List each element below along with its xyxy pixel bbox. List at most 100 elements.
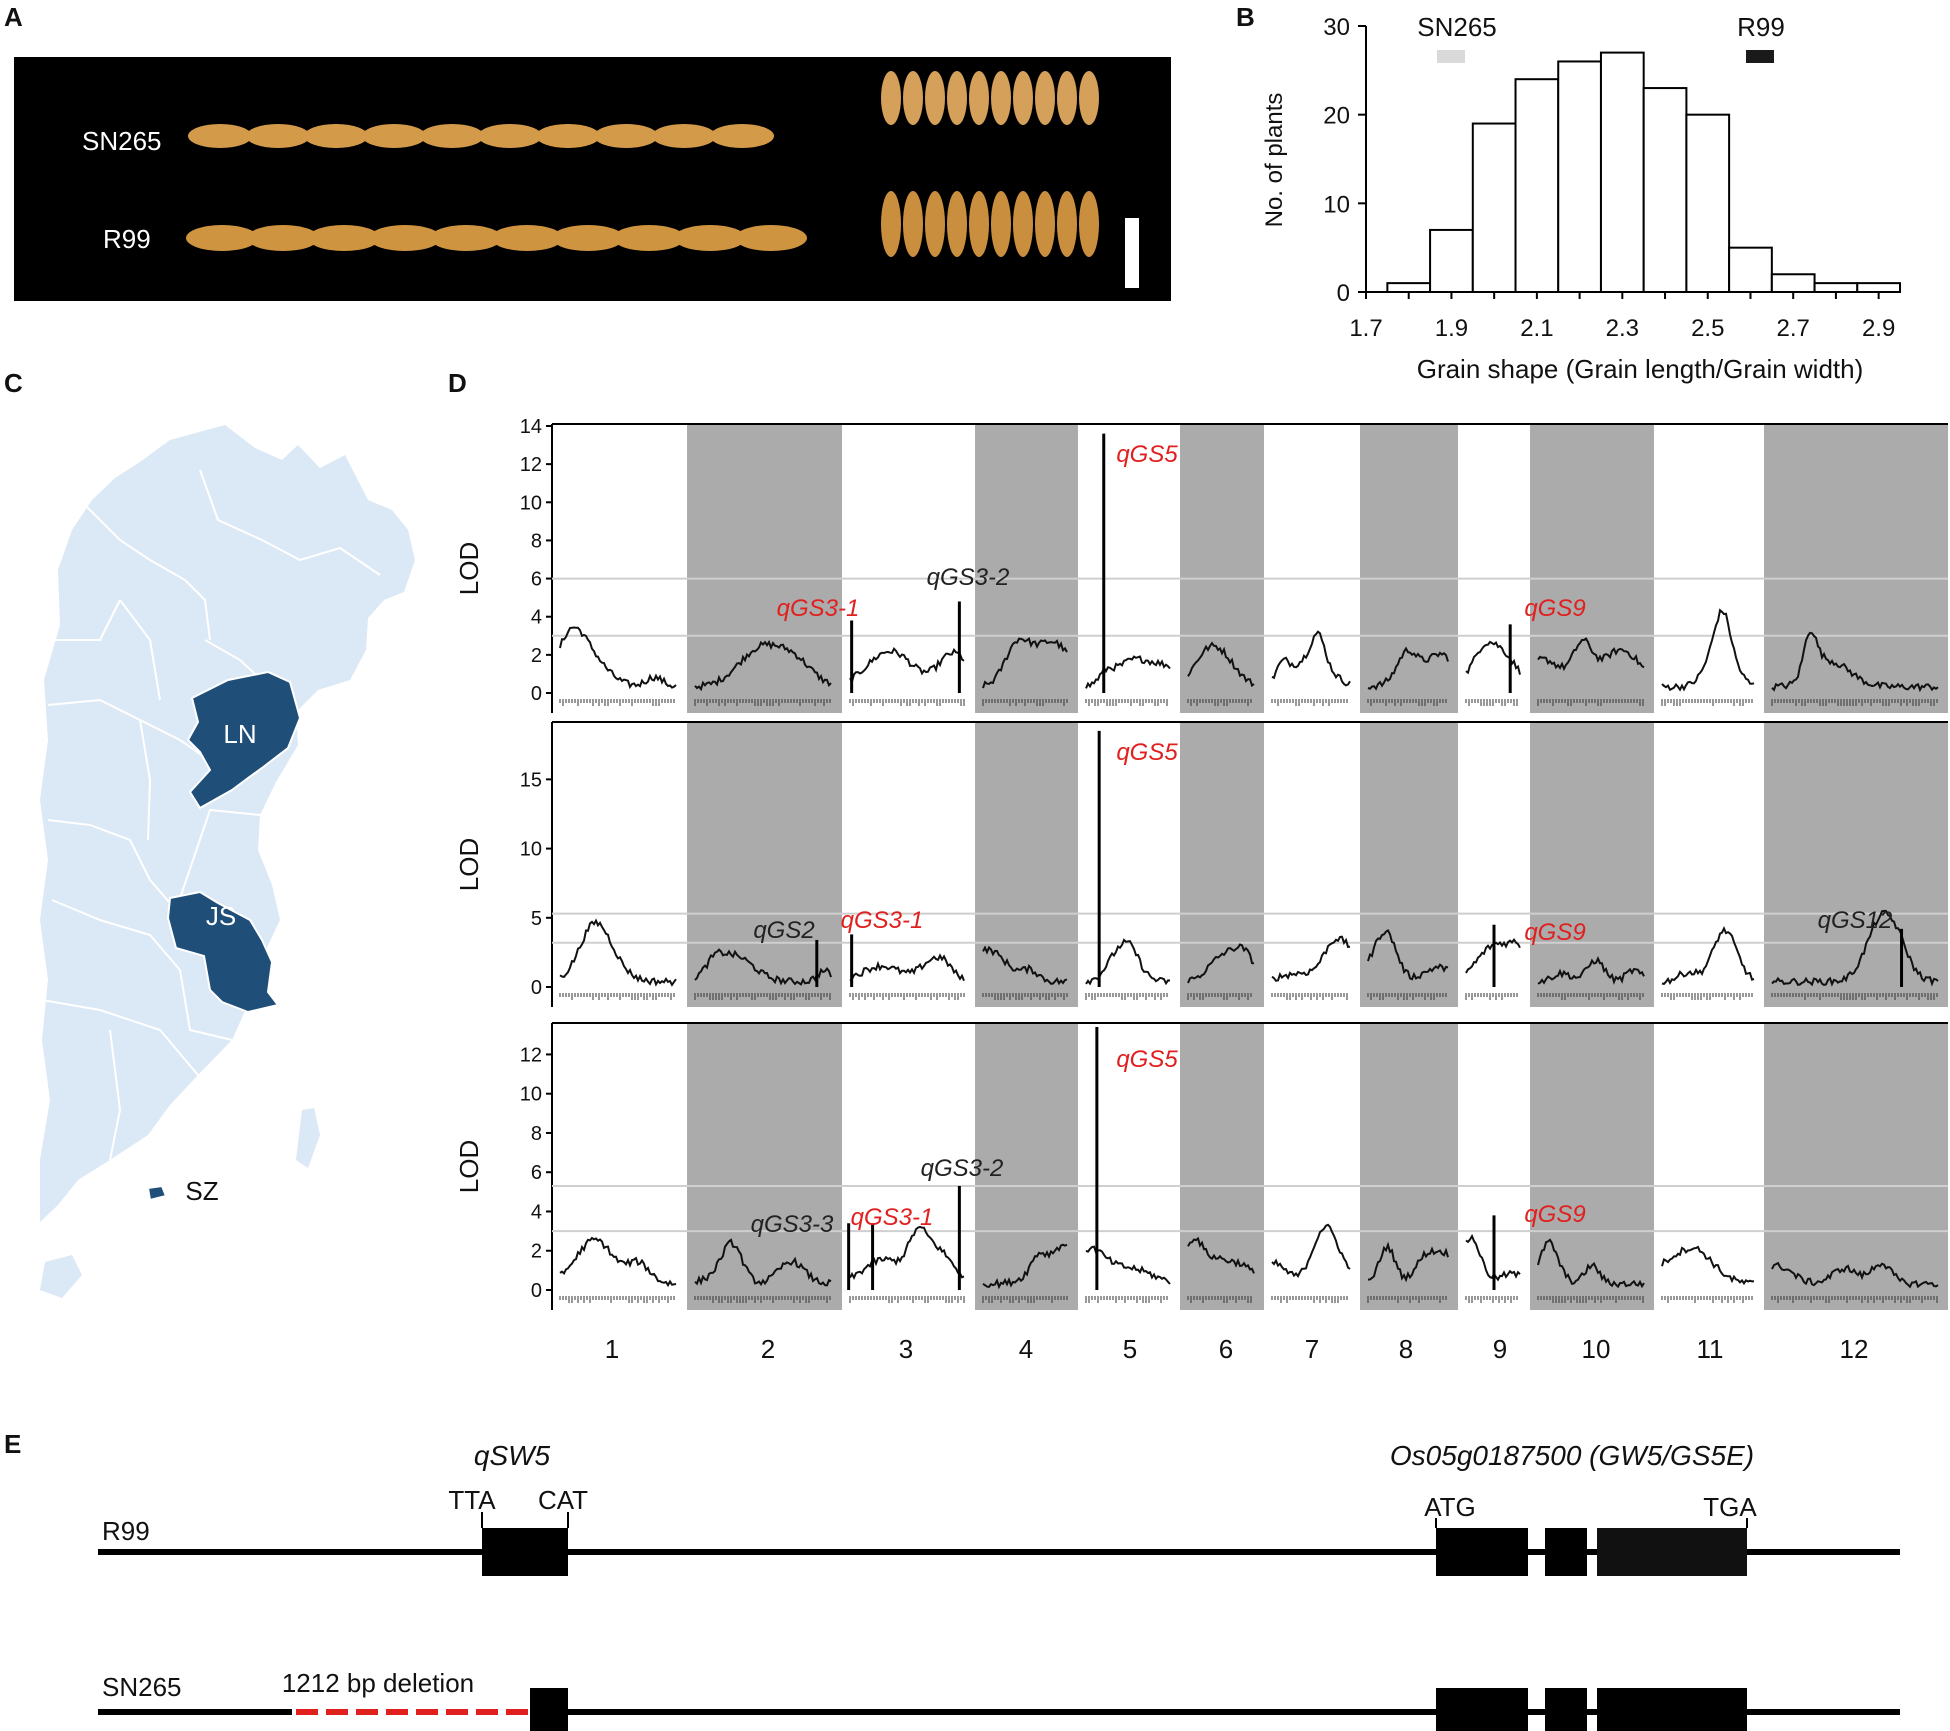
lod-y-label: LOD	[454, 838, 484, 891]
panel-b-letter: B	[1236, 2, 1255, 32]
qsw5-label: qSW5	[474, 1440, 551, 1471]
map-label-ln: LN	[223, 719, 256, 749]
sn265-qsw5-block	[530, 1688, 568, 1731]
lod-curve	[559, 1236, 677, 1288]
grain-sn265	[362, 124, 426, 148]
histogram-bar	[1471, 122, 1517, 293]
chromosome-label: 8	[1399, 1334, 1413, 1364]
grain-r99	[308, 225, 380, 251]
histogram-bar	[1813, 282, 1859, 293]
lod-curve	[1771, 631, 1939, 693]
lod-curve	[1271, 935, 1351, 982]
lod-y-tick-label: 10	[520, 839, 542, 861]
lod-y-label: LOD	[454, 542, 484, 595]
province-js	[166, 890, 280, 1014]
chromosome-shade	[1180, 424, 1264, 713]
r99-exon-2	[1545, 1528, 1587, 1576]
lod-y-tick-label: 0	[531, 683, 542, 705]
lod-curve	[849, 953, 965, 982]
lod-curve	[1367, 928, 1449, 981]
grain-sn265-width	[925, 71, 945, 125]
chromosome-shade	[1180, 722, 1264, 1007]
chromosome-label: 7	[1305, 1334, 1319, 1364]
grain-sn265-width	[881, 71, 901, 125]
lod-y-tick-label: 6	[531, 1162, 542, 1184]
grain-sn265-width	[947, 71, 967, 125]
histogram-bar	[1856, 282, 1902, 293]
lod-curve	[1771, 909, 1939, 987]
lod-y-label: LOD	[454, 1140, 484, 1193]
grain-sn265-width	[969, 71, 989, 125]
lod-curve	[1465, 640, 1521, 675]
chromosome-label: 10	[1582, 1334, 1611, 1364]
lod-y-tick-label: 12	[520, 1044, 542, 1066]
grain-row-label-r99: R99	[103, 224, 151, 254]
qtl-label: qGS3-1	[777, 595, 860, 622]
grain-r99-width	[903, 191, 923, 257]
province-sz	[146, 1184, 168, 1202]
lod-curve	[849, 646, 965, 685]
panel-c-letter: C	[4, 368, 23, 398]
qtl-label: qGS9	[1524, 919, 1585, 946]
hist-x-tick-label: 2.1	[1520, 315, 1553, 342]
lod-y-tick-label: 10	[520, 492, 542, 514]
qtl-label: qGS5	[1116, 1046, 1178, 1073]
map-island-hainan	[40, 1255, 82, 1298]
grain-r99-width	[925, 191, 945, 257]
lod-curve	[1085, 655, 1171, 689]
chromosome-label: 12	[1840, 1334, 1869, 1364]
chromosome-label: 11	[1697, 1334, 1724, 1364]
lod-curve	[559, 918, 677, 987]
grain-sn265-width	[1079, 71, 1099, 125]
histogram-bar	[1386, 282, 1432, 293]
lod-curve	[1771, 1261, 1939, 1289]
tta-label: TTA	[448, 1485, 496, 1515]
grain-r99	[613, 225, 685, 251]
grain-r99	[552, 225, 624, 251]
lod-curve	[1661, 925, 1755, 986]
hist-x-tick-label: 2.9	[1862, 315, 1895, 342]
lod-y-tick-label: 4	[531, 607, 542, 629]
grain-r99	[247, 225, 319, 251]
chromosome-label: 5	[1123, 1334, 1137, 1364]
legend-swatch-r99	[1746, 50, 1774, 63]
grain-r99-width	[881, 191, 901, 257]
grain-r99-width	[969, 191, 989, 257]
chromosome-label: 4	[1019, 1334, 1033, 1364]
grain-r99	[491, 225, 563, 251]
lod-curve	[1367, 1241, 1449, 1283]
chromosome-label: 2	[761, 1334, 775, 1364]
chromosome-shade	[1764, 722, 1948, 1007]
lod-y-tick-label: 5	[531, 908, 542, 930]
atg-label: ATG	[1424, 1492, 1476, 1522]
chromosome-shade	[687, 1023, 842, 1310]
deletion-label: 1212 bp deletion	[282, 1668, 474, 1698]
lod-plots: 02468101214LODqGS3-1qGS3-2qGS5qGS9051015…	[454, 416, 1948, 1364]
hist-y-tick-label: 30	[1323, 14, 1350, 41]
lod-y-tick-label: 4	[531, 1201, 542, 1223]
qtl-label: qGS3-1	[851, 1204, 934, 1231]
lod-curve	[694, 948, 832, 986]
lod-y-tick-label: 2	[531, 645, 542, 667]
grain-sn265	[304, 124, 368, 148]
chromosome-shade	[1530, 424, 1654, 713]
lod-curve	[849, 1225, 965, 1280]
province-ln	[186, 670, 302, 810]
lod-curve	[1187, 1236, 1255, 1274]
r99-exon-1	[1436, 1528, 1528, 1576]
grain-sn265	[478, 124, 542, 148]
map-label-js: JS	[206, 901, 236, 931]
chromosome-shade	[1180, 1023, 1264, 1310]
chromosome-shade	[975, 1023, 1078, 1310]
histogram-bar	[1685, 113, 1731, 293]
chromosome-shade	[687, 424, 842, 713]
hist-x-label: Grain shape (Grain length/Grain width)	[1417, 354, 1864, 384]
hist-x-tick-label: 2.3	[1606, 315, 1639, 342]
gene-structure: R99 SN265 qSW5 TTA CAT Os05g0187500 (GW5…	[98, 1440, 1900, 1731]
tga-label: TGA	[1703, 1492, 1757, 1522]
lod-curve	[982, 945, 1068, 986]
histogram-bar	[1557, 60, 1602, 294]
panel-a-letter: A	[4, 2, 23, 32]
lod-curve	[1271, 630, 1351, 687]
